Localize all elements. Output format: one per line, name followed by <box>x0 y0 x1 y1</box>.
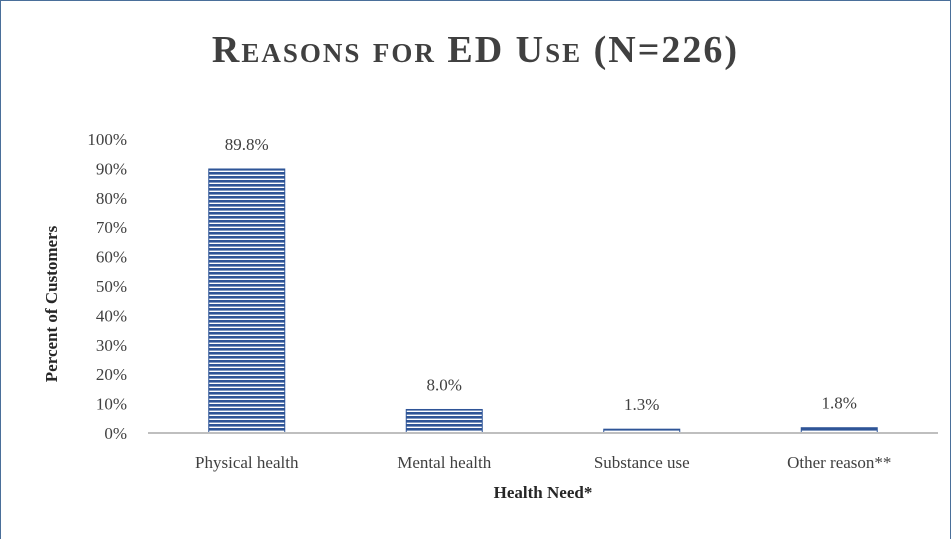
bar-mental-health <box>405 408 483 434</box>
category-label: Physical health <box>195 453 299 472</box>
y-tick-label: 70% <box>96 218 127 237</box>
chart-title: Reasons for ED Use (N=226) <box>211 29 740 71</box>
y-axis-ticks: 0% 10% 20% 30% 40% 50% 60% 70% 80% 90% 100% <box>87 130 127 443</box>
y-tick-label: 80% <box>96 189 127 208</box>
y-tick-label: 0% <box>104 424 127 443</box>
y-tick-label: 50% <box>96 277 127 296</box>
data-labels-group: 89.8% 8.0% 1.3% 1.8% <box>225 135 857 414</box>
category-labels-group: Physical health Mental health Substance us… <box>195 453 891 472</box>
y-axis-title: Percent of Customers <box>42 225 61 382</box>
y-tick-label: 100% <box>87 130 127 149</box>
category-label: Substance use <box>594 453 690 472</box>
bar-physical-health <box>208 168 286 434</box>
y-tick-label: 40% <box>96 306 127 325</box>
data-label: 8.0% <box>427 375 462 394</box>
y-tick-label: 30% <box>96 336 127 355</box>
data-label: 1.3% <box>624 395 659 414</box>
bars-group <box>208 168 878 434</box>
y-tick-label: 20% <box>96 365 127 384</box>
category-label: Other reason** <box>787 453 891 472</box>
category-label: Mental health <box>397 453 491 472</box>
data-label: 1.8% <box>822 394 857 413</box>
y-tick-label: 60% <box>96 248 127 267</box>
y-tick-label: 90% <box>96 159 127 178</box>
x-axis-title: Health Need* <box>494 483 593 502</box>
y-tick-label: 10% <box>96 395 127 414</box>
data-label: 89.8% <box>225 135 269 154</box>
